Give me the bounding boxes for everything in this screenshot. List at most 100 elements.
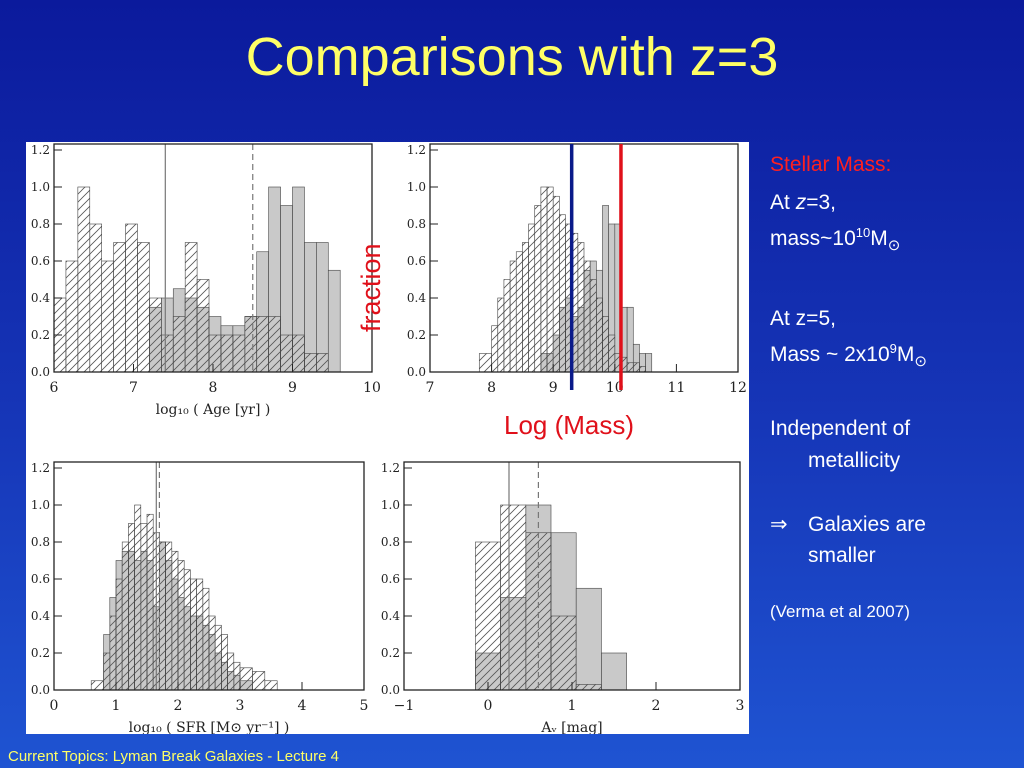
av-hatched-bar-3 [550, 615, 577, 691]
age-hatched-bar-21 [304, 353, 317, 373]
sun-symbol-2: ⊙ [914, 353, 927, 371]
sfr-hatched-bar-11 [165, 541, 173, 691]
age-filled-bar-21 [304, 242, 317, 373]
sfr-hatched-bar-5 [128, 523, 135, 691]
slide-footer: Current Topics: Lyman Break Galaxies - L… [8, 748, 339, 765]
av-xtick-label-0: −1 [394, 698, 415, 714]
age-hatched-bar-20 [292, 334, 305, 373]
sfr-hatched-bar-8 [146, 513, 154, 691]
av-xtick-label-4: 3 [736, 698, 745, 714]
mass-hatched-bar-11 [552, 195, 560, 373]
mass-hatched-bar-0 [478, 353, 492, 373]
av-ytick-label-4: 0.8 [381, 535, 400, 549]
mass-hatched-bar-23 [626, 362, 634, 373]
mass-hatched-bar-9 [540, 186, 548, 373]
age-xlabel: log₁₀ ( Age [yr] ) [156, 402, 271, 418]
age-ytick-label-5: 1.0 [31, 180, 50, 194]
age-hatched-bar-13 [208, 334, 222, 373]
mass-hatched-bar-17 [589, 279, 597, 373]
smaller-line-2: smaller [808, 544, 876, 567]
mass-hatched-bar-12 [559, 214, 566, 373]
av-xlabel: Aᵥ [mag] [540, 720, 602, 734]
sfr-hatched-bar-6 [134, 504, 142, 691]
z5-line: At z=5, [770, 307, 836, 330]
sun-symbol: ⊙ [887, 237, 901, 255]
mass-xtick-label-0: 7 [426, 380, 435, 396]
mass-ytick-label-6: 1.2 [407, 143, 426, 157]
age-hatched-bar-8 [149, 297, 162, 373]
age-ytick-label-6: 1.2 [31, 143, 50, 157]
age-hatched-bar-16 [244, 316, 258, 373]
av-filled-bar-5 [601, 652, 627, 691]
mass-xtick-label-2: 9 [549, 380, 558, 396]
av-xtick-label-1: 0 [484, 698, 493, 714]
sfr-xtick-label-5: 5 [360, 698, 369, 714]
sfr-hatched-bar-15 [190, 578, 197, 691]
sfr-xtick-label-3: 3 [236, 698, 245, 714]
sfr-hatched-bar-13 [177, 560, 185, 691]
stellar-mass-heading: Stellar Mass: [770, 153, 892, 176]
sfr-hatched-bar-17 [202, 587, 210, 691]
sfr-hatched-bar-0 [90, 680, 104, 691]
sfr-hatched-bar-2 [109, 615, 117, 691]
citation: (Verma et al 2007) [770, 602, 910, 621]
mass-hatched-bar-5 [515, 251, 523, 373]
z3-line: At z=3, [770, 191, 836, 214]
age-hatched-bar-12 [196, 279, 210, 373]
age-hatched-bar-15 [232, 334, 246, 373]
sfr-xtick-label-2: 2 [174, 698, 183, 714]
mass-axes-frame [429, 143, 739, 373]
age-xtick-label-2: 8 [209, 380, 218, 396]
av-ytick-label-1: 0.2 [381, 646, 400, 660]
sfr-hatched-bar-4 [121, 541, 129, 691]
age-ytick-label-4: 0.8 [31, 217, 50, 231]
sfr-hatched-bar-16 [196, 578, 204, 691]
log-mass-label: Log (Mass) [504, 410, 635, 440]
sfr-hatched-bar-1 [103, 652, 111, 691]
fraction-label-text: fraction [356, 243, 386, 332]
sfr-ytick-label-4: 0.8 [31, 535, 50, 549]
mass-hatched-bar-15 [577, 242, 585, 373]
age-ytick-label-2: 0.4 [31, 291, 50, 305]
z5-mass-line: Mass ~ 2x109M⊙ [770, 341, 927, 371]
age-hatched-bar-10 [172, 316, 186, 373]
mass-filled-bar-23 [626, 306, 634, 373]
age-hatched-bar-18 [268, 316, 281, 373]
sfr-hatched-bar-24 [252, 671, 266, 691]
av-filled-bar-4 [575, 587, 602, 691]
mass-filled-bar-26 [645, 353, 653, 373]
sfr-ytick-label-3: 0.6 [31, 572, 50, 586]
age-hatched-bar-19 [280, 334, 293, 373]
sfr-xlabel: log₁₀ ( SFR [M⊙ yr⁻¹] ) [129, 720, 290, 734]
sfr-hatched-bar-7 [140, 523, 148, 691]
smaller-line-1: Galaxies are [808, 513, 926, 536]
age-hatched-bar-9 [161, 334, 174, 373]
av-xtick-label-2: 1 [568, 698, 577, 714]
age-hatched-bar-2 [77, 186, 91, 373]
sfr-hatched-bar-18 [208, 615, 216, 691]
av-hatched-bar-2 [525, 532, 552, 691]
sfr-hatched-bar-19 [214, 624, 222, 691]
mass-hatched-bar-16 [583, 260, 591, 373]
sfr-xtick-label-1: 1 [112, 698, 121, 714]
mass-xtick-label-4: 11 [667, 380, 685, 396]
mass-hatched-bar-3 [503, 279, 511, 373]
mass-hatched-bar-8 [534, 205, 542, 373]
av-ytick-label-5: 1.0 [381, 498, 400, 512]
mass-ytick-label-2: 0.4 [407, 291, 426, 305]
av-hatched-bar-1 [500, 504, 527, 691]
av-hatched-bar-0 [475, 541, 501, 691]
sfr-hatched-bar-12 [171, 550, 179, 691]
mass-hatched-bar-25 [639, 366, 646, 373]
av-ytick-label-2: 0.4 [381, 609, 400, 623]
sfr-ytick-label-2: 0.4 [31, 609, 50, 623]
age-ytick-label-3: 0.6 [31, 254, 50, 268]
mass-hatched-bar-19 [602, 316, 609, 373]
av-ytick-label-0: 0.0 [381, 683, 400, 697]
sfr-xtick-label-4: 4 [298, 698, 307, 714]
age-hatched-bar-4 [101, 260, 114, 373]
sfr-hatched-bar-21 [227, 652, 235, 691]
av-ytick-label-6: 1.2 [381, 461, 400, 475]
age-hatched-bar-7 [137, 242, 150, 373]
